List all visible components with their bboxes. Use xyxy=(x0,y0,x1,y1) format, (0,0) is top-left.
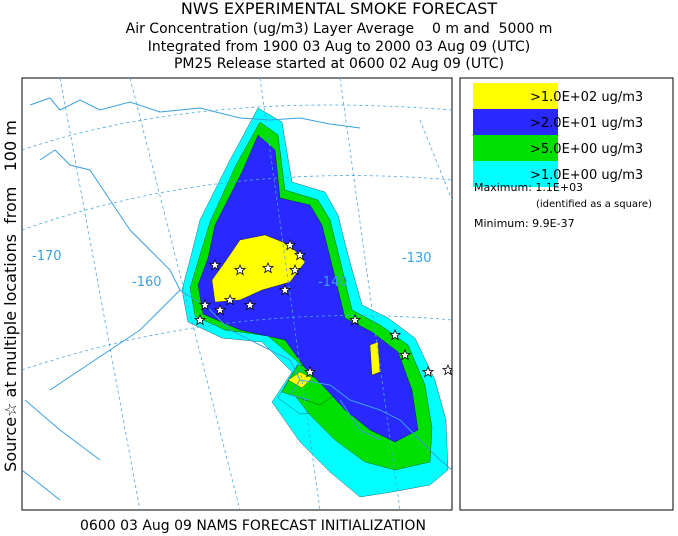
longitude-label: -130 xyxy=(402,251,432,266)
longitude-label: -170 xyxy=(32,249,62,264)
side-label: Source☆ at multiple locations from 100 m xyxy=(1,120,20,472)
legend-swatch xyxy=(473,109,558,135)
plume xyxy=(181,107,449,498)
plume-contour xyxy=(369,341,381,376)
legend-label: >5.0E+00 ug/m3 xyxy=(530,142,643,157)
legend-frame xyxy=(459,77,674,511)
footer: 0600 03 Aug 09 NAMS FORECAST INITIALIZAT… xyxy=(80,518,426,534)
graticule xyxy=(22,78,452,510)
longitude-label: -160 xyxy=(132,275,162,290)
legend-label: >1.0E+00 ug/m3 xyxy=(530,168,643,183)
legend: >1.0E+02 ug/m3 >2.0E+01 ug/m3 >5.0E+00 ug/… xyxy=(473,83,643,187)
legend-swatch xyxy=(473,161,558,187)
map: -170 -160 -140 -130 xyxy=(22,78,452,510)
minimum: Minimum: 9.9E-37 xyxy=(474,217,575,230)
title: NWS EXPERIMENTAL SMOKE FORECAST xyxy=(181,0,498,18)
subtitle: PM25 Release started at 0600 02 Aug 09 (… xyxy=(174,56,504,72)
legend-swatch xyxy=(473,83,558,109)
legend-label: >1.0E+02 ug/m3 xyxy=(530,90,643,105)
plume-contour xyxy=(197,134,419,443)
longitude-label: -140 xyxy=(318,275,348,290)
subtitle: Air Concentration (ug/m3) Layer Average … xyxy=(126,21,553,37)
coastline xyxy=(22,399,101,501)
coastline xyxy=(29,97,452,471)
subtitle: Integrated from 1900 03 Aug to 2000 03 A… xyxy=(148,39,531,55)
maximum: Maximum: 1.1E+03 xyxy=(474,181,583,194)
legend-label: >2.0E+01 ug/m3 xyxy=(530,116,643,131)
plume-contour xyxy=(211,234,306,303)
legend-swatch xyxy=(473,135,558,161)
maximum-note: (identified as a square) xyxy=(536,199,652,210)
